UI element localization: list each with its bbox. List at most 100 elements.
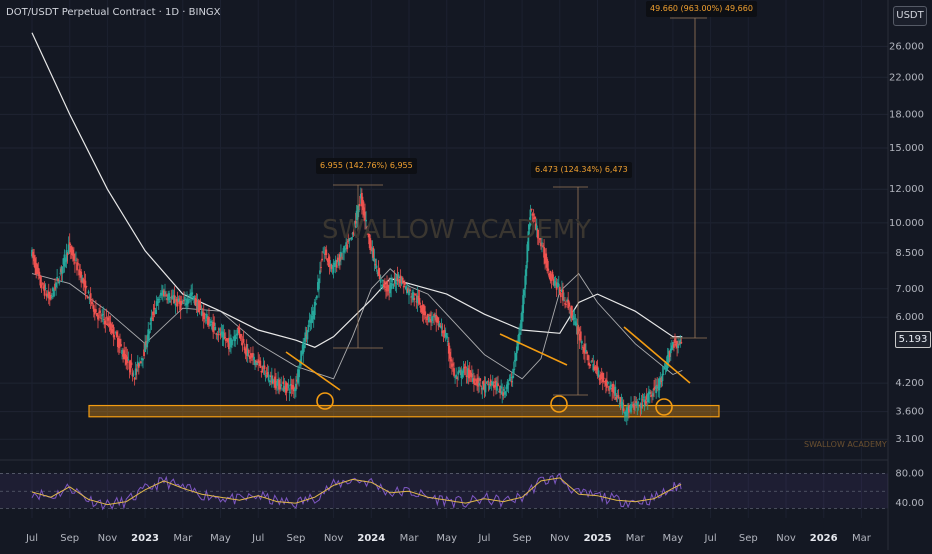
candle-body: [626, 408, 629, 414]
candle-body: [420, 307, 423, 313]
candle-body: [286, 383, 289, 387]
candle-body: [567, 299, 570, 309]
candle-body: [449, 356, 452, 362]
candle-body: [104, 320, 107, 325]
candle-body: [191, 292, 194, 295]
candle-body: [659, 378, 662, 385]
candle-body: [41, 282, 44, 284]
candle-body: [234, 335, 237, 342]
candle-body: [488, 385, 491, 389]
candle-body: [597, 370, 600, 377]
candle-body: [486, 381, 489, 383]
candle-body: [381, 280, 384, 282]
candle-body: [527, 231, 530, 251]
candle-body: [535, 225, 538, 231]
candle-body: [238, 327, 241, 336]
candle-body: [378, 274, 381, 280]
candle-body: [424, 317, 427, 319]
candle-body: [526, 244, 529, 263]
candle-body: [215, 333, 218, 335]
candle-body: [157, 301, 160, 303]
candle-body: [473, 378, 475, 384]
support-zone-layer: [88, 392, 720, 418]
candle-body: [156, 298, 159, 301]
candle-body: [402, 285, 405, 288]
candle-body: [481, 387, 484, 390]
candle-body: [269, 375, 272, 378]
candle-body: [465, 375, 468, 377]
candle-body: [552, 278, 555, 285]
candle-body: [323, 252, 326, 254]
candle-body: [308, 319, 311, 323]
candle-body: [644, 401, 647, 404]
candle-body: [65, 250, 68, 262]
candle-body: [661, 373, 664, 382]
candle-body: [679, 339, 682, 345]
candle-body: [478, 383, 481, 386]
y-axis-layer: 26.000 22.000 18.000 15.000 12.000 10.000 8.50…: [889, 41, 924, 509]
candle-body: [613, 389, 616, 394]
candle-body: [370, 246, 373, 250]
candle-body: [32, 251, 34, 258]
candle-body: [105, 317, 108, 319]
candle-body: [176, 299, 179, 307]
candle-body: [315, 295, 318, 299]
y-tick-label: 18.000: [889, 109, 924, 120]
candle-body: [441, 330, 444, 334]
candle-body: [639, 403, 642, 408]
rsi-tick-label: 40.00: [895, 498, 924, 509]
candle-body: [279, 384, 282, 390]
candle-body: [343, 246, 345, 253]
candle-body: [589, 364, 592, 366]
candle-body: [39, 276, 42, 286]
x-tick-label: Sep: [286, 533, 305, 544]
candle-body: [665, 362, 668, 371]
candle-body: [536, 229, 539, 239]
candle-body: [53, 290, 55, 297]
candle-body: [334, 259, 337, 267]
x-tick-label: Nov: [324, 533, 344, 544]
candle-body: [142, 358, 144, 361]
candle-body: [350, 237, 353, 240]
candle-body: [172, 297, 175, 299]
candle-body: [70, 247, 73, 256]
candle-body: [648, 391, 651, 394]
candle-body: [297, 369, 299, 383]
candle-body: [241, 342, 244, 346]
candle-body: [162, 290, 164, 296]
candle-body: [177, 298, 180, 302]
candle-body: [313, 301, 316, 316]
candle-body: [90, 301, 93, 304]
candle-body: [259, 360, 262, 368]
candle-body: [592, 363, 595, 371]
currency-badge[interactable]: USDT: [893, 6, 927, 26]
candle-body: [345, 242, 348, 247]
x-tick-label: Nov: [98, 533, 118, 544]
candle-body: [413, 297, 416, 301]
candle-body: [263, 365, 266, 370]
candle-body: [214, 327, 217, 331]
candle-body: [417, 295, 420, 300]
candle-body: [663, 367, 666, 370]
candle-body: [419, 305, 422, 308]
candle-body: [348, 238, 351, 242]
candle-body: [585, 349, 587, 353]
candle-body: [553, 281, 556, 286]
candle-body: [230, 337, 232, 348]
candle-body: [82, 278, 85, 284]
candle-body: [61, 266, 64, 274]
candle-body: [546, 259, 549, 271]
candle-body: [439, 325, 442, 328]
x-axis-layer: Jul Sep Nov 2023 Mar May Jul Sep Nov 2024 Mar May Ju…: [25, 533, 872, 544]
x-tick-label: May: [436, 533, 457, 544]
candle-body: [606, 380, 608, 388]
candle-body: [275, 381, 277, 389]
candle-body: [304, 332, 307, 342]
candle-body: [596, 366, 599, 376]
candle-body: [476, 380, 478, 385]
candle-body: [483, 383, 486, 390]
candle-body: [35, 263, 38, 274]
candle-body: [646, 393, 649, 402]
candle-body: [407, 288, 409, 293]
